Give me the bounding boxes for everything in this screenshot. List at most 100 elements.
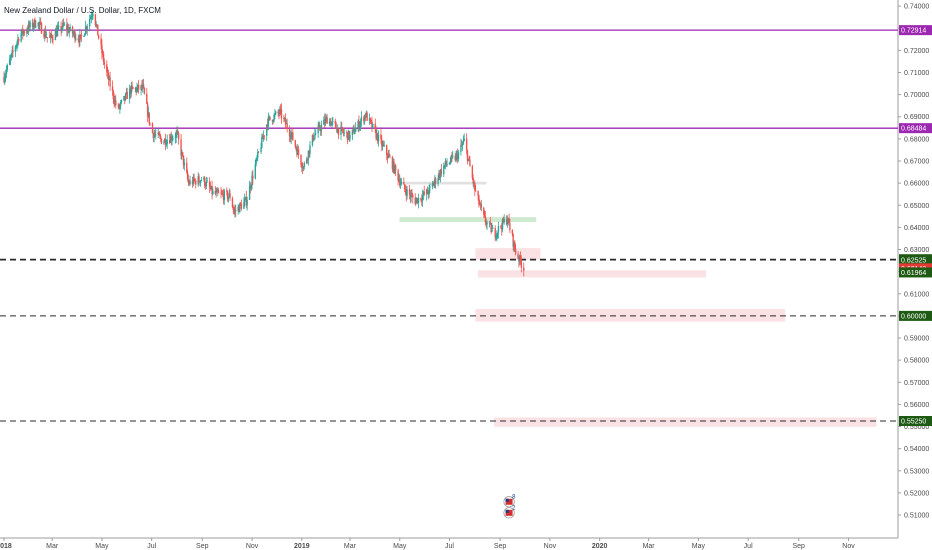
candle — [147, 106, 150, 119]
candle — [199, 180, 201, 186]
candle-body — [375, 129, 377, 139]
candle-body — [166, 140, 168, 145]
candle — [112, 89, 115, 104]
candle — [445, 160, 447, 168]
candle — [75, 33, 77, 42]
candle — [512, 233, 514, 251]
candle — [324, 113, 327, 127]
candle — [383, 140, 385, 147]
candle-body — [324, 118, 327, 124]
candle — [271, 119, 274, 125]
candle-body — [478, 195, 480, 204]
candle-body — [84, 33, 86, 37]
candle — [410, 189, 412, 203]
candle-body — [32, 25, 35, 28]
candle — [26, 27, 28, 38]
candle-body — [181, 152, 183, 156]
candle-body — [446, 164, 448, 166]
candle-body — [342, 131, 345, 134]
candle-body — [208, 181, 211, 188]
candle — [268, 114, 270, 121]
candle-body — [411, 194, 413, 196]
candle-body — [319, 125, 321, 130]
candle — [55, 25, 57, 38]
candle-body — [211, 185, 213, 194]
candle-body — [507, 218, 509, 221]
candle — [340, 121, 342, 141]
candle-body — [352, 128, 354, 130]
y-tick-label: 0.51000 — [904, 513, 929, 520]
candle — [468, 155, 470, 161]
candle — [292, 128, 294, 141]
candle — [456, 150, 458, 161]
candle-body — [177, 133, 180, 140]
candle — [52, 34, 54, 45]
candle — [346, 132, 349, 145]
candle — [205, 176, 208, 190]
flag-stripes — [505, 509, 513, 516]
candle — [100, 33, 102, 50]
candle-body — [387, 154, 390, 158]
candle — [416, 197, 419, 205]
candle-body — [381, 143, 384, 147]
candle-body — [359, 121, 362, 126]
candle-body — [503, 219, 505, 223]
candle-body — [239, 203, 242, 205]
candle — [245, 190, 248, 209]
candle — [77, 34, 79, 43]
candle — [443, 162, 445, 178]
candle-body — [66, 27, 69, 31]
candle — [29, 19, 31, 32]
candle — [44, 27, 46, 42]
candle — [370, 119, 372, 125]
candle-body — [203, 177, 205, 180]
candle-body — [386, 154, 389, 158]
candle — [331, 117, 333, 128]
candle-body — [277, 111, 279, 114]
x-tick-label: Jul — [744, 543, 753, 550]
candle-body — [69, 26, 71, 31]
candle — [354, 127, 356, 135]
candle-body — [502, 219, 505, 223]
candle-body — [31, 22, 34, 28]
candle-body — [186, 162, 188, 173]
candle-body — [229, 193, 231, 199]
candle — [382, 140, 385, 147]
candle — [141, 80, 143, 91]
candle-body — [119, 105, 121, 109]
candle — [177, 131, 180, 145]
candle — [254, 159, 257, 180]
candle — [170, 131, 172, 146]
candle — [17, 34, 19, 48]
candle-body — [221, 193, 223, 194]
candle-body — [232, 207, 234, 211]
candle-body — [403, 184, 406, 190]
candle — [463, 133, 465, 142]
candle-body — [340, 126, 342, 135]
candle-body — [332, 120, 334, 122]
candle — [423, 185, 425, 197]
candle — [451, 152, 453, 163]
candle — [444, 157, 447, 170]
candle — [480, 199, 483, 212]
flag-canton — [505, 498, 509, 502]
candle — [38, 21, 40, 30]
candle-body — [26, 30, 28, 34]
price-badge-label: 0.62525 — [901, 258, 926, 265]
candle-body — [175, 133, 177, 138]
candle-body — [33, 19, 35, 26]
candle-body — [483, 214, 486, 217]
candle-body — [15, 45, 17, 48]
candle-body — [108, 77, 110, 80]
candle — [405, 185, 407, 202]
y-tick-label: 0.52000 — [904, 490, 929, 497]
candle — [124, 92, 127, 102]
candle-body — [169, 136, 172, 143]
candle — [425, 188, 428, 201]
candle — [132, 86, 134, 90]
candle — [226, 187, 228, 196]
candle-body — [132, 87, 134, 89]
candle-body — [443, 165, 445, 175]
candle-body — [398, 179, 400, 181]
